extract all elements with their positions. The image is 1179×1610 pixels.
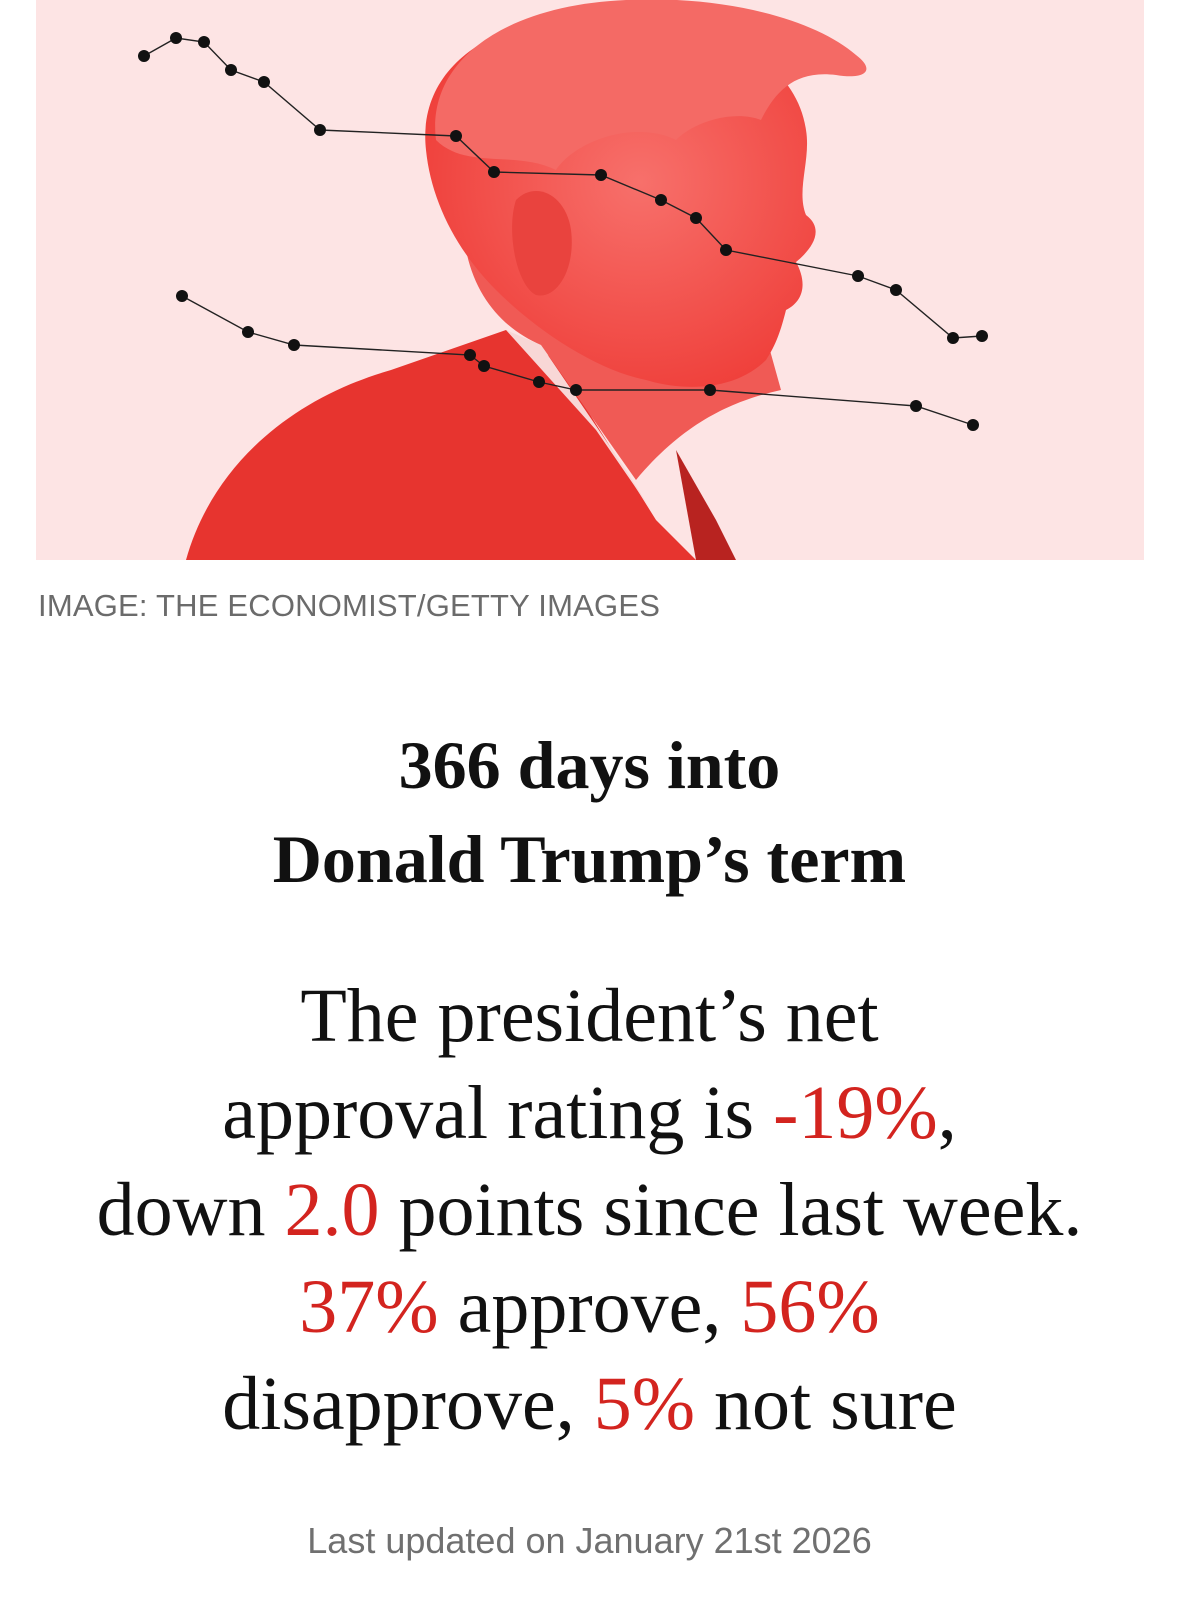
- not-sure-value: 5%: [593, 1362, 696, 1446]
- headline-line-1: 366 days into: [398, 727, 781, 803]
- image-credit: IMAGE: THE ECONOMIST/GETTY IMAGES: [38, 588, 661, 623]
- summary-text: approval rating is: [222, 1071, 774, 1155]
- lower-trend-line: [176, 290, 979, 431]
- approval-summary: The president’s net approval rating is -…: [0, 968, 1179, 1453]
- upper-trend-line: [138, 32, 988, 344]
- summary-text: The president’s net: [300, 974, 879, 1058]
- weekly-change-value: 2.0: [284, 1168, 380, 1252]
- summary-text: disapprove,: [222, 1362, 594, 1446]
- summary-text: down: [96, 1168, 285, 1252]
- portrait-silhouette-icon: [36, 0, 1144, 560]
- hero-image: [36, 0, 1144, 560]
- summary-text: points since last week.: [379, 1168, 1083, 1252]
- summary-text: approve,: [438, 1265, 741, 1349]
- summary-text: not sure: [695, 1362, 957, 1446]
- approve-value: 37%: [299, 1265, 439, 1349]
- summary-text: ,: [937, 1071, 957, 1155]
- last-updated-timestamp: Last updated on January 21st 2026: [307, 1520, 872, 1561]
- net-approval-value: -19%: [773, 1071, 938, 1155]
- headline-line-2: Donald Trump’s term: [272, 821, 907, 897]
- page-title: 366 days into Donald Trump’s term: [0, 718, 1179, 906]
- disapprove-value: 56%: [740, 1265, 880, 1349]
